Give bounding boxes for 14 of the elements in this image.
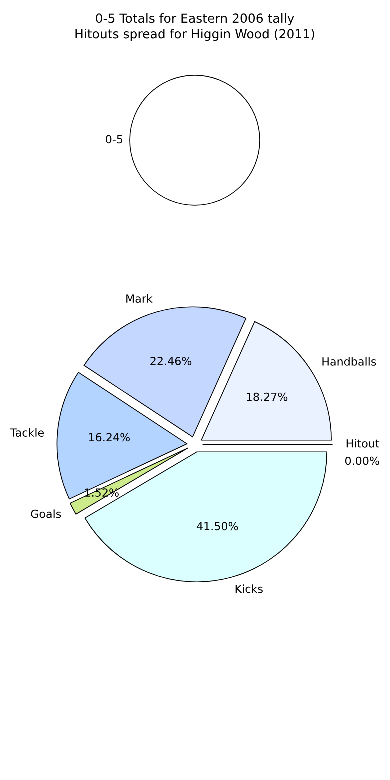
chart-title: Hitouts spread for Higgin Wood (2011) <box>76 29 314 42</box>
slice-label: Handballs <box>322 357 376 366</box>
slice-label: Mark <box>126 294 153 304</box>
slice-label: Goals <box>31 510 62 518</box>
slice-label: 0-5 <box>106 135 123 144</box>
chart-title: 0-5 Totals for Eastern 2006 tally <box>96 13 294 26</box>
text: 0.00% <box>345 456 380 466</box>
data-label: 41.50% <box>196 522 238 531</box>
slice-label: Kicks <box>236 584 263 594</box>
category-label: Hitout <box>346 439 380 448</box>
data-label: 22.46% <box>150 357 192 366</box>
slice-label: Tackle <box>10 428 44 437</box>
data-label: 18.27% <box>247 392 288 402</box>
data-label: 16.24% <box>89 433 130 442</box>
